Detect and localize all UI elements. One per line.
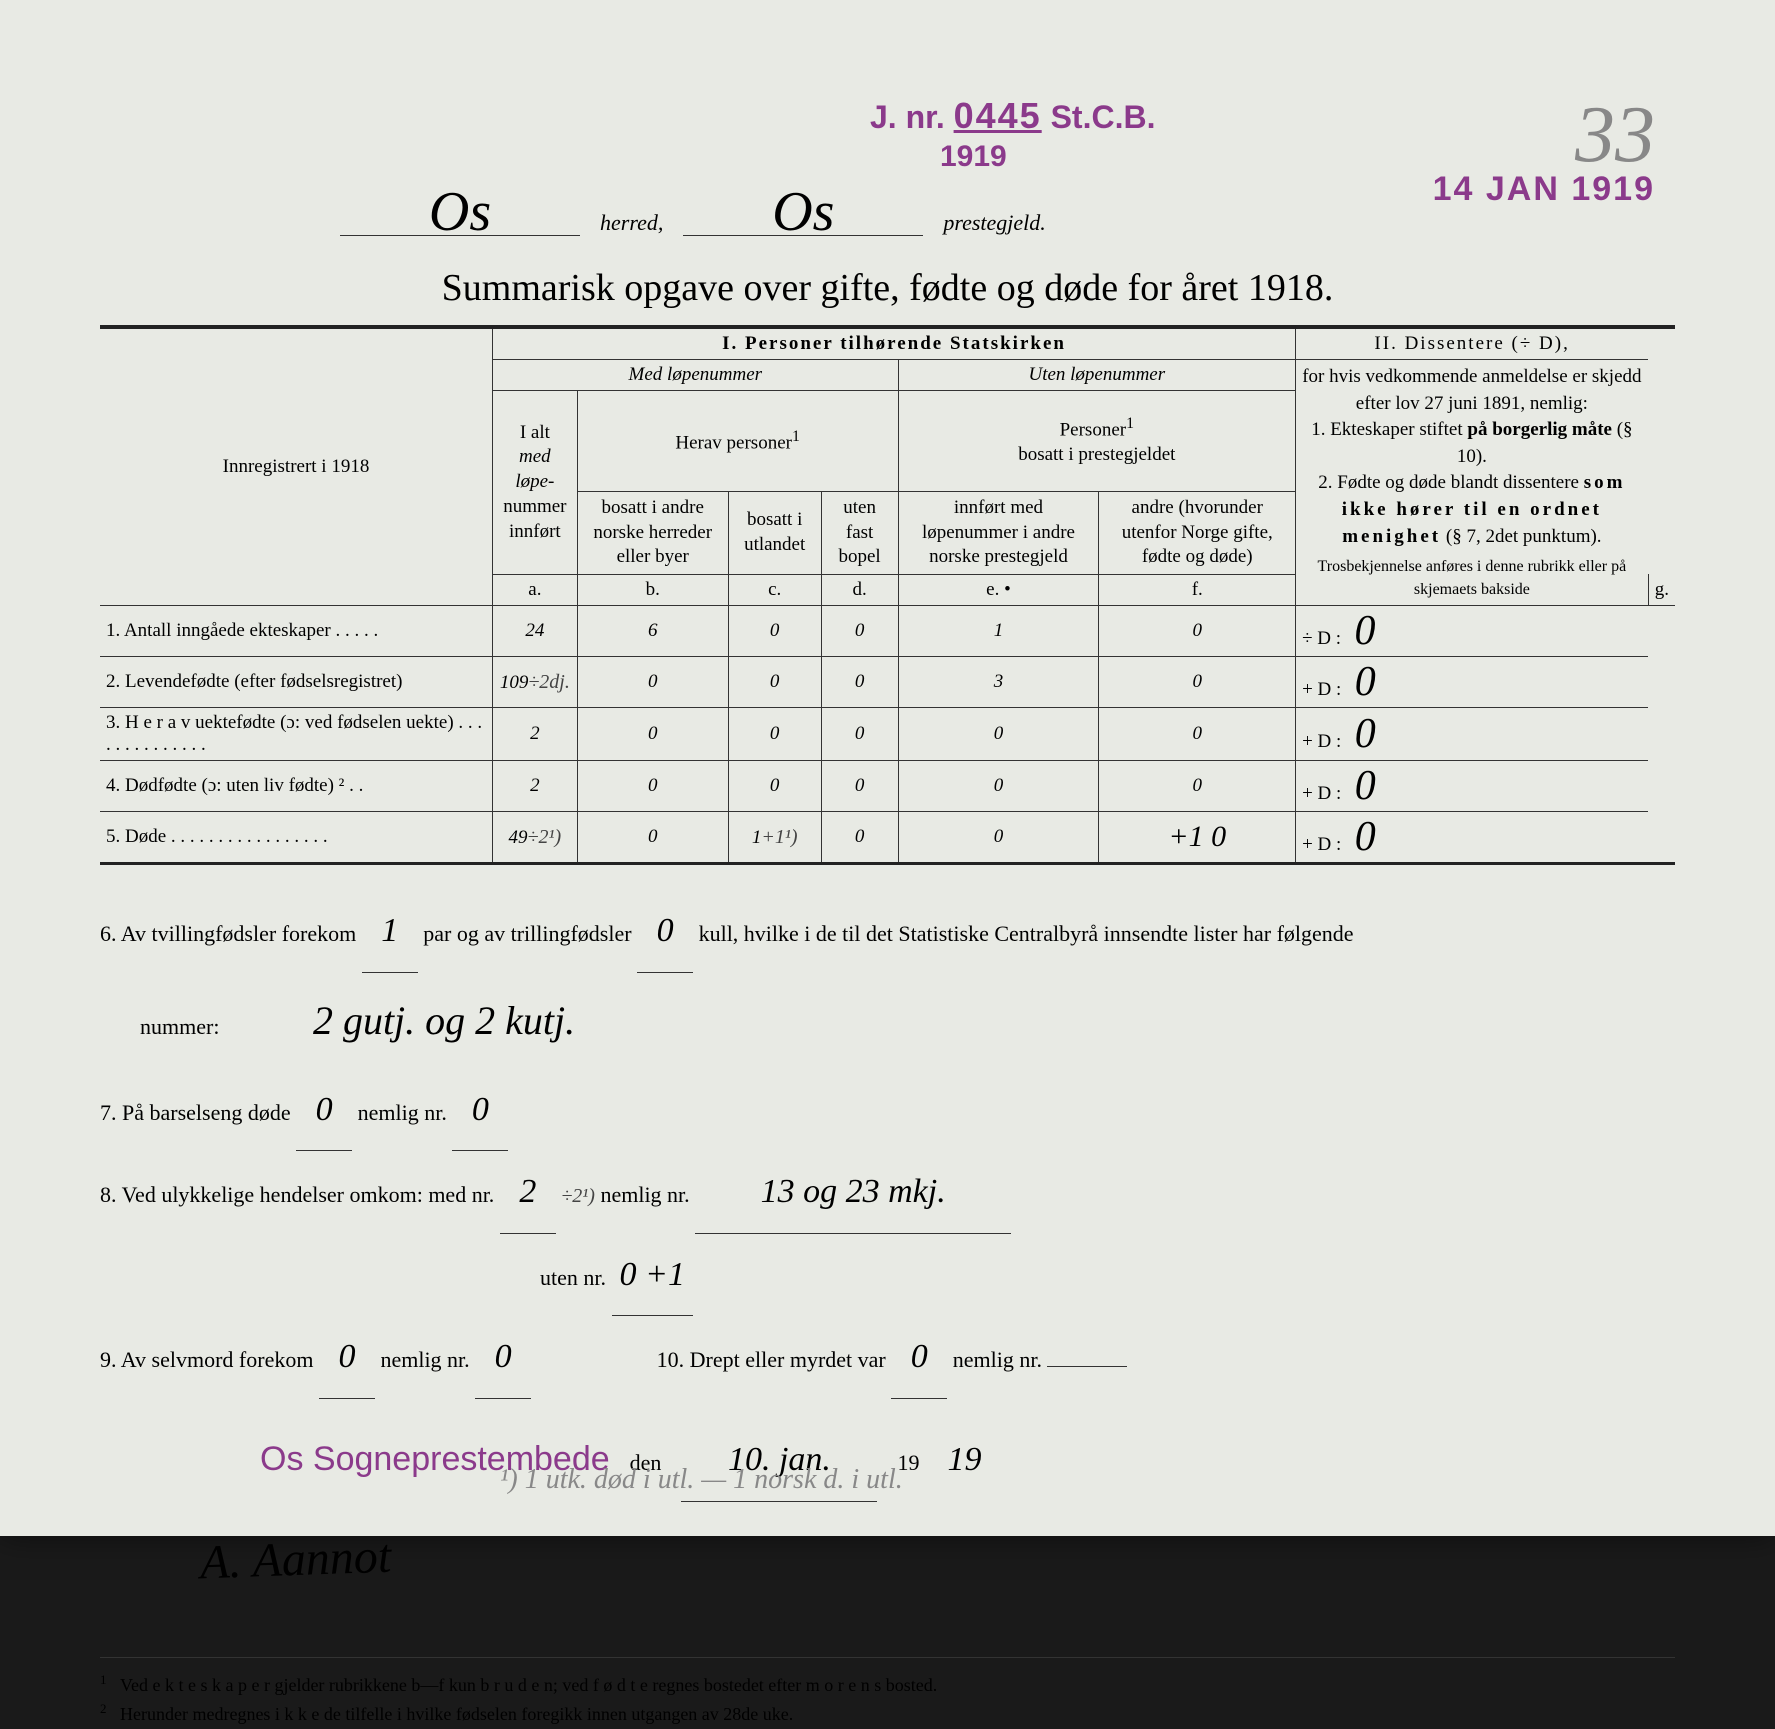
journal-number-stamp: J. nr. 0445 St.C.B. [870,95,1155,137]
prestegjeld-label: prestegjeld. [943,210,1045,236]
document-page: J. nr. 0445 St.C.B. 1919 14 JAN 1919 33 … [0,0,1775,1536]
footnote-2: 2 Herunder medregnes i k k e de tilfelle… [100,1699,1675,1729]
letter-a: a. [493,574,578,605]
col-innregistrert: Innregistrert i 1918 [100,327,493,605]
table-row: 4. Dødfødte (ɔ: uten liv fødte) ² . . 2 … [100,760,1675,811]
signature: A. Aannot [198,1498,393,1620]
main-statistics-table: Innregistrert i 1918 I. Personer tilhøre… [100,325,1675,865]
line-7: 7. På barselseng døde 0 nemlig nr. 0 [100,1069,1675,1152]
herred-value: Os [340,190,580,236]
letter-f: f. [1099,574,1296,605]
table-row: 1. Antall inngåede ekteskaper . . . . . … [100,605,1675,656]
footnotes: 1 Ved e k t e s k a p e r gjelder rubrik… [100,1657,1675,1729]
personer-bosatt-header: Personer1 bosatt i prestegjeldet [898,391,1296,492]
year-stamp: 1919 [940,140,1007,174]
line-9-10: 9. Av selvmord forekom 0 nemlig nr. 0 10… [100,1316,1675,1399]
section-II-body: for hvis vedkommende anmeldelse er skjed… [1296,360,1649,606]
document-title: Summarisk opgave over gifte, fødte og dø… [100,266,1675,310]
letter-d: d. [821,574,898,605]
section-I-header: I. Personer tilhørende Statskirken [493,327,1296,360]
letter-g: g. [1648,574,1675,605]
col-c-header: bosatt i utlandet [728,491,821,574]
letter-e: e. • [898,574,1099,605]
letter-b: b. [577,574,728,605]
table-row: 3. H e r a v uektefødte (ɔ: ved fødselen… [100,707,1675,760]
pencil-page-number: 33 [1575,90,1655,181]
herav-personer-header: Herav personer1 [577,391,898,492]
table-row: 5. Døde . . . . . . . . . . . . . . . . … [100,811,1675,863]
col-d-header: uten fast bopel [821,491,898,574]
uten-lopenummer-header: Uten løpenummer [898,360,1296,391]
below-table-section: 6. Av tvillingfødsler forekom 1 par og a… [100,890,1675,1617]
med-lopenummer-header: Med løpenummer [493,360,899,391]
footnote-1: 1 Ved e k t e s k a p e r gjelder rubrik… [100,1670,1675,1700]
col-a-header: I alt med løpe- nummer innført [493,391,578,575]
prestegjeld-value: Os [683,190,923,236]
letter-c: c. [728,574,821,605]
section-II-title: II. Dissentere (÷ D), [1296,327,1649,360]
table-row: 2. Levendefødte (efter fødselsregistret)… [100,656,1675,707]
pencil-bottom-note: ¹) 1 utk. død i utl. — 1 norsk d. i utl. [500,1464,903,1496]
col-b-header: bosatt i andre norske herreder eller bye… [577,491,728,574]
line-8: 8. Ved ulykkelige hendelser omkom: med n… [100,1151,1675,1316]
col-f-header: andre (hvorunder utenfor Norge gifte, fø… [1099,491,1296,574]
col-e-header: innført med løpenummer i andre norske pr… [898,491,1099,574]
line-6: 6. Av tvillingfødsler forekom 1 par og a… [100,890,1675,1069]
herred-label: herred, [600,210,663,236]
